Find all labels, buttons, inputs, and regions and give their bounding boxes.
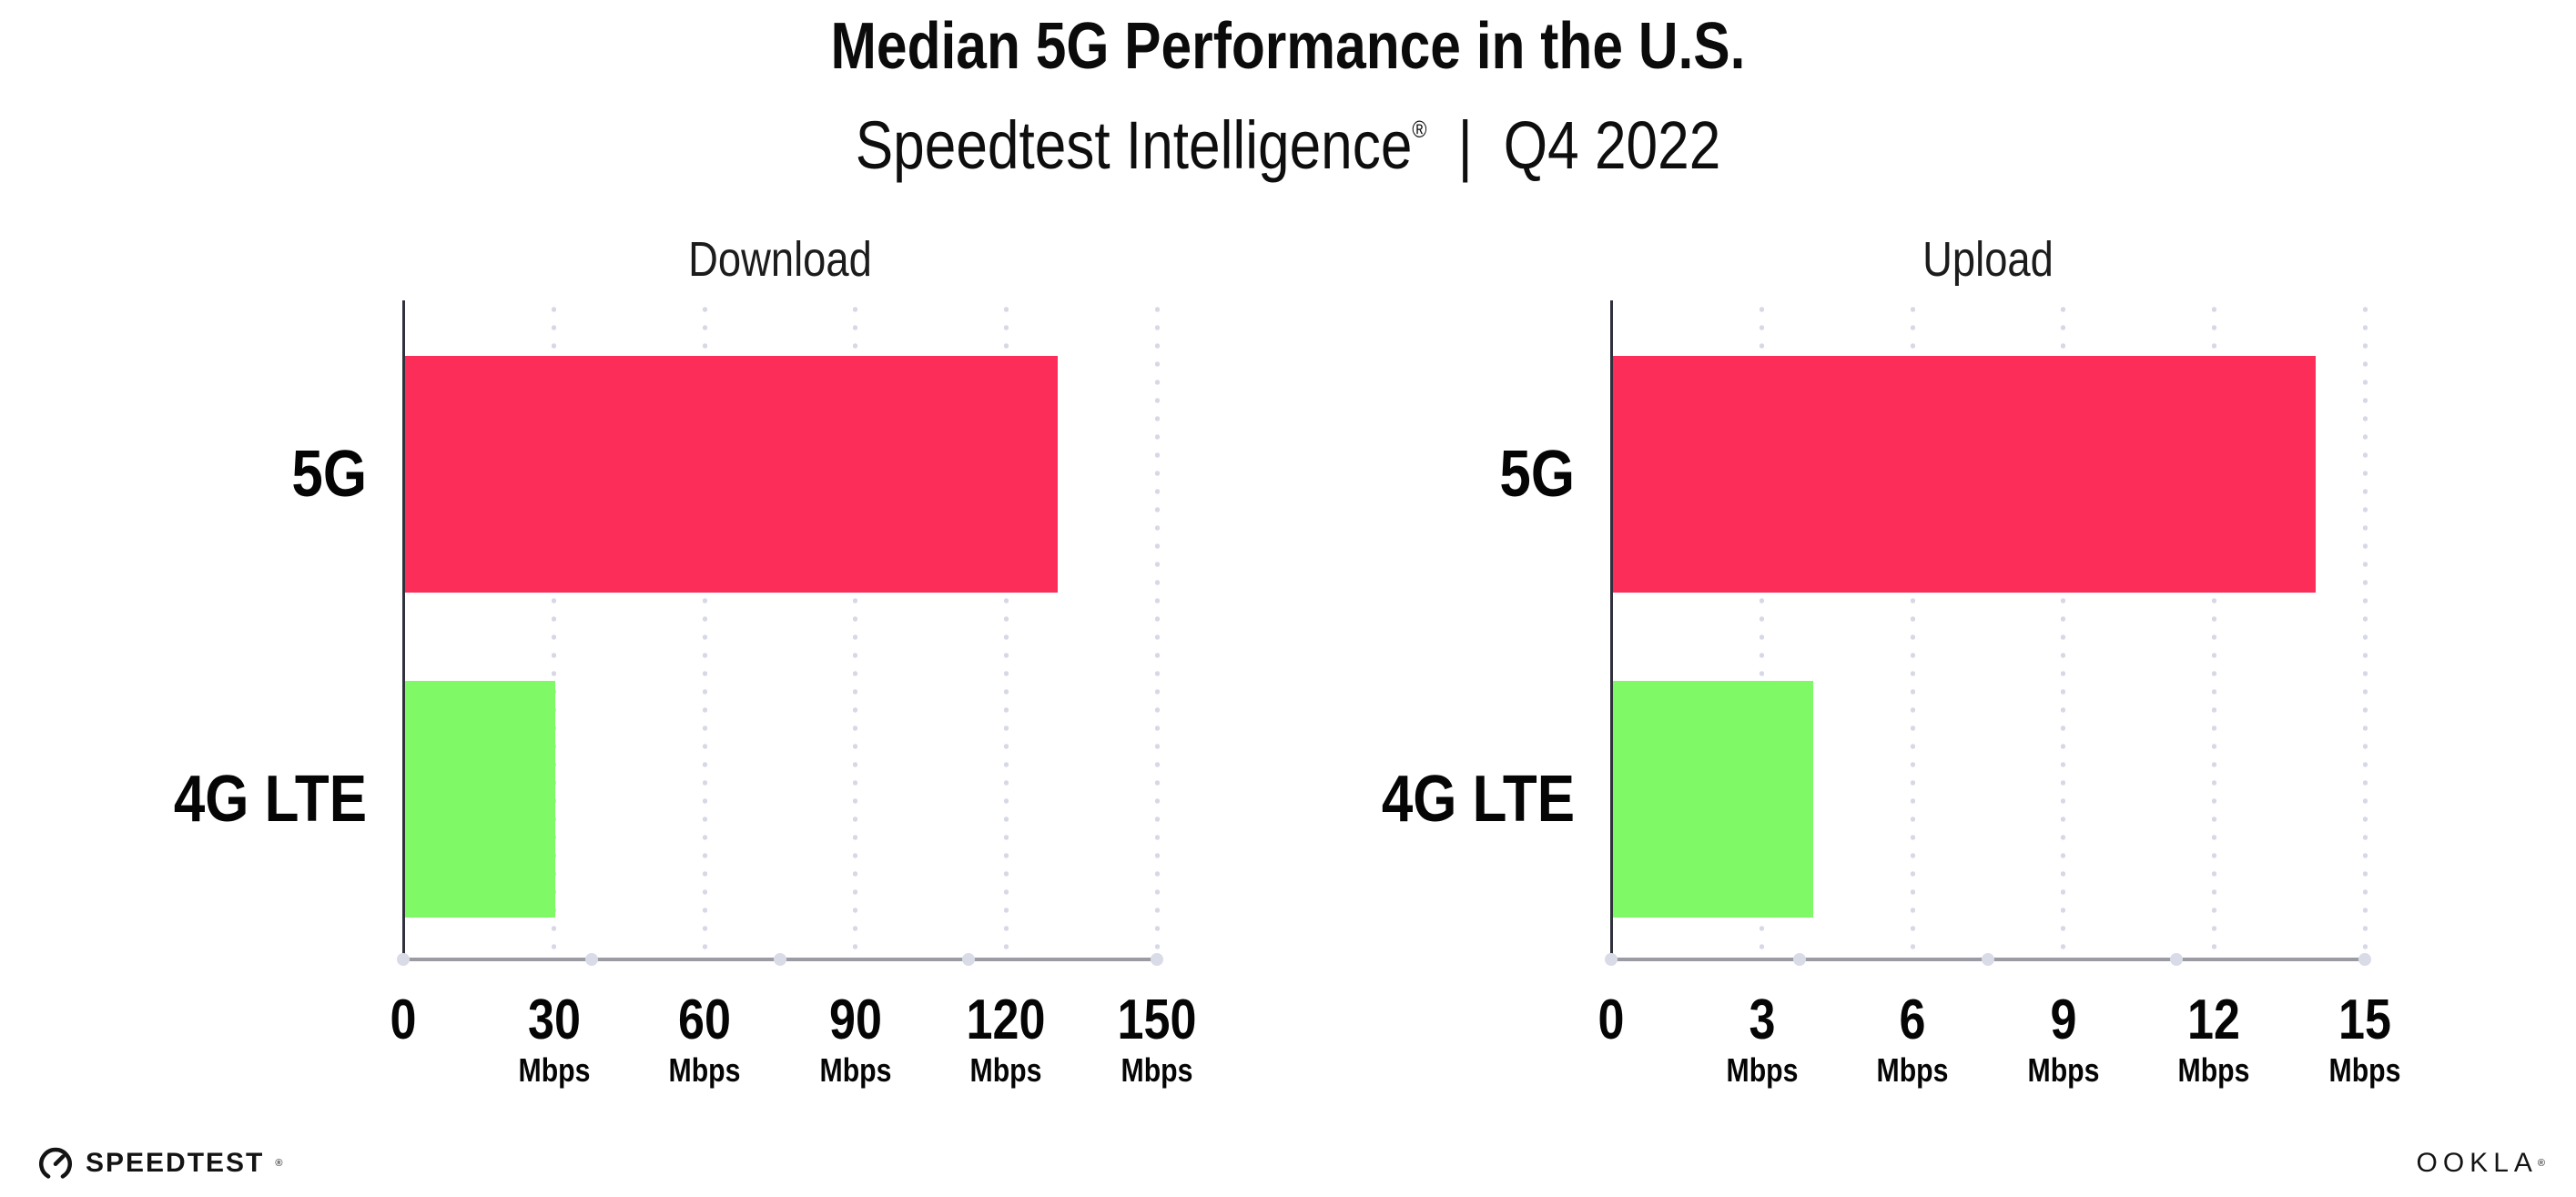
x-tick-unit-download-120: Mbps: [969, 1051, 1042, 1089]
y-axis-download: [401, 300, 405, 961]
gridline-download-90: [853, 300, 858, 958]
speedtest-wordmark: SPEEDTEST: [86, 1148, 265, 1178]
x-tick-label-upload-12: 12: [2187, 989, 2241, 1051]
x-axis-dot-upload-0: [1605, 953, 1618, 966]
x-tick-unit-download-60: Mbps: [668, 1051, 741, 1089]
ookla-wordmark: OOKLA: [2416, 1148, 2538, 1178]
x-axis-dot-upload-2: [1982, 953, 1994, 966]
page-subtitle: Speedtest Intelligence® | Q4 2022: [206, 87, 2369, 188]
x-tick-label-upload-9: 9: [2050, 989, 2077, 1051]
x-tick-label-upload-15: 15: [2338, 989, 2391, 1051]
gridline-download-60: [702, 300, 707, 958]
speedtest-logo: SPEEDTEST ®: [36, 1140, 282, 1187]
gridline-download-30: [552, 300, 557, 958]
gridline-upload-9: [2061, 300, 2066, 958]
gridline-download-120: [1003, 300, 1009, 958]
x-tick-label-download-0: 0: [390, 989, 417, 1051]
gridline-upload-15: [2362, 300, 2368, 958]
gridline-upload-6: [1910, 300, 1915, 958]
x-axis-dot-upload-3: [2170, 953, 2183, 966]
x-tick-unit-upload-15: Mbps: [2328, 1051, 2401, 1089]
x-tick-unit-download-90: Mbps: [819, 1051, 892, 1089]
bar-upload-5g: [1612, 356, 2317, 593]
page-title: Median 5G Performance in the U.S.: [830, 10, 1746, 83]
x-tick-label-download-90: 90: [828, 989, 882, 1051]
x-axis-dot-download-1: [585, 953, 598, 966]
x-axis-dot-upload-4: [2358, 953, 2371, 966]
y-axis-upload: [1609, 300, 1613, 961]
registered-mark-icon: ®: [1412, 116, 1427, 143]
x-tick-unit-upload-9: Mbps: [2027, 1051, 2100, 1089]
gridline-download-150: [1154, 300, 1160, 958]
x-tick-label-download-120: 120: [966, 989, 1046, 1051]
x-tick-label-download-30: 30: [527, 989, 581, 1051]
subtitle-brand: Speedtest Intelligence: [855, 107, 1413, 183]
x-tick-label-upload-6: 6: [1899, 989, 1926, 1051]
x-tick-unit-upload-12: Mbps: [2177, 1051, 2250, 1089]
x-axis-dot-download-2: [774, 953, 786, 966]
gridline-upload-3: [1760, 300, 1765, 958]
category-label-download-4g-lte: 4G LTE: [173, 763, 367, 836]
bar-download-5g: [404, 356, 1059, 593]
speedtest-gauge-icon: [39, 1147, 72, 1179]
x-tick-unit-upload-6: Mbps: [1876, 1051, 1949, 1089]
x-axis-dot-download-4: [1151, 953, 1163, 966]
category-label-upload-4g-lte: 4G LTE: [1381, 763, 1575, 836]
chart-title-download: Download: [688, 232, 872, 287]
x-axis-dot-download-0: [397, 953, 410, 966]
category-label-download-5g: 5G: [291, 438, 367, 511]
gridline-upload-12: [2211, 300, 2216, 958]
subtitle-period: Q4 2022: [1503, 107, 1721, 183]
x-tick-label-upload-3: 3: [1749, 989, 1776, 1051]
speedtest-registered-mark-icon: ®: [275, 1158, 283, 1169]
ookla-registered-mark-icon: ®: [2537, 1158, 2545, 1169]
x-axis-dot-download-3: [962, 953, 975, 966]
x-tick-unit-download-30: Mbps: [518, 1051, 591, 1089]
x-axis-dot-upload-1: [1793, 953, 1806, 966]
ookla-logo: OOKLA ®: [2417, 1143, 2545, 1183]
x-tick-unit-upload-3: Mbps: [1726, 1051, 1799, 1089]
x-tick-label-download-60: 60: [678, 989, 732, 1051]
x-tick-label-download-150: 150: [1117, 989, 1197, 1051]
subtitle-separator: |: [1457, 107, 1473, 183]
x-tick-label-upload-0: 0: [1597, 989, 1625, 1051]
category-label-upload-5g: 5G: [1499, 438, 1575, 511]
bar-download-4g-lte: [404, 681, 556, 918]
x-tick-unit-download-150: Mbps: [1121, 1051, 1193, 1089]
chart-title-upload: Upload: [1922, 232, 2054, 287]
bar-upload-4g-lte: [1612, 681, 1814, 918]
